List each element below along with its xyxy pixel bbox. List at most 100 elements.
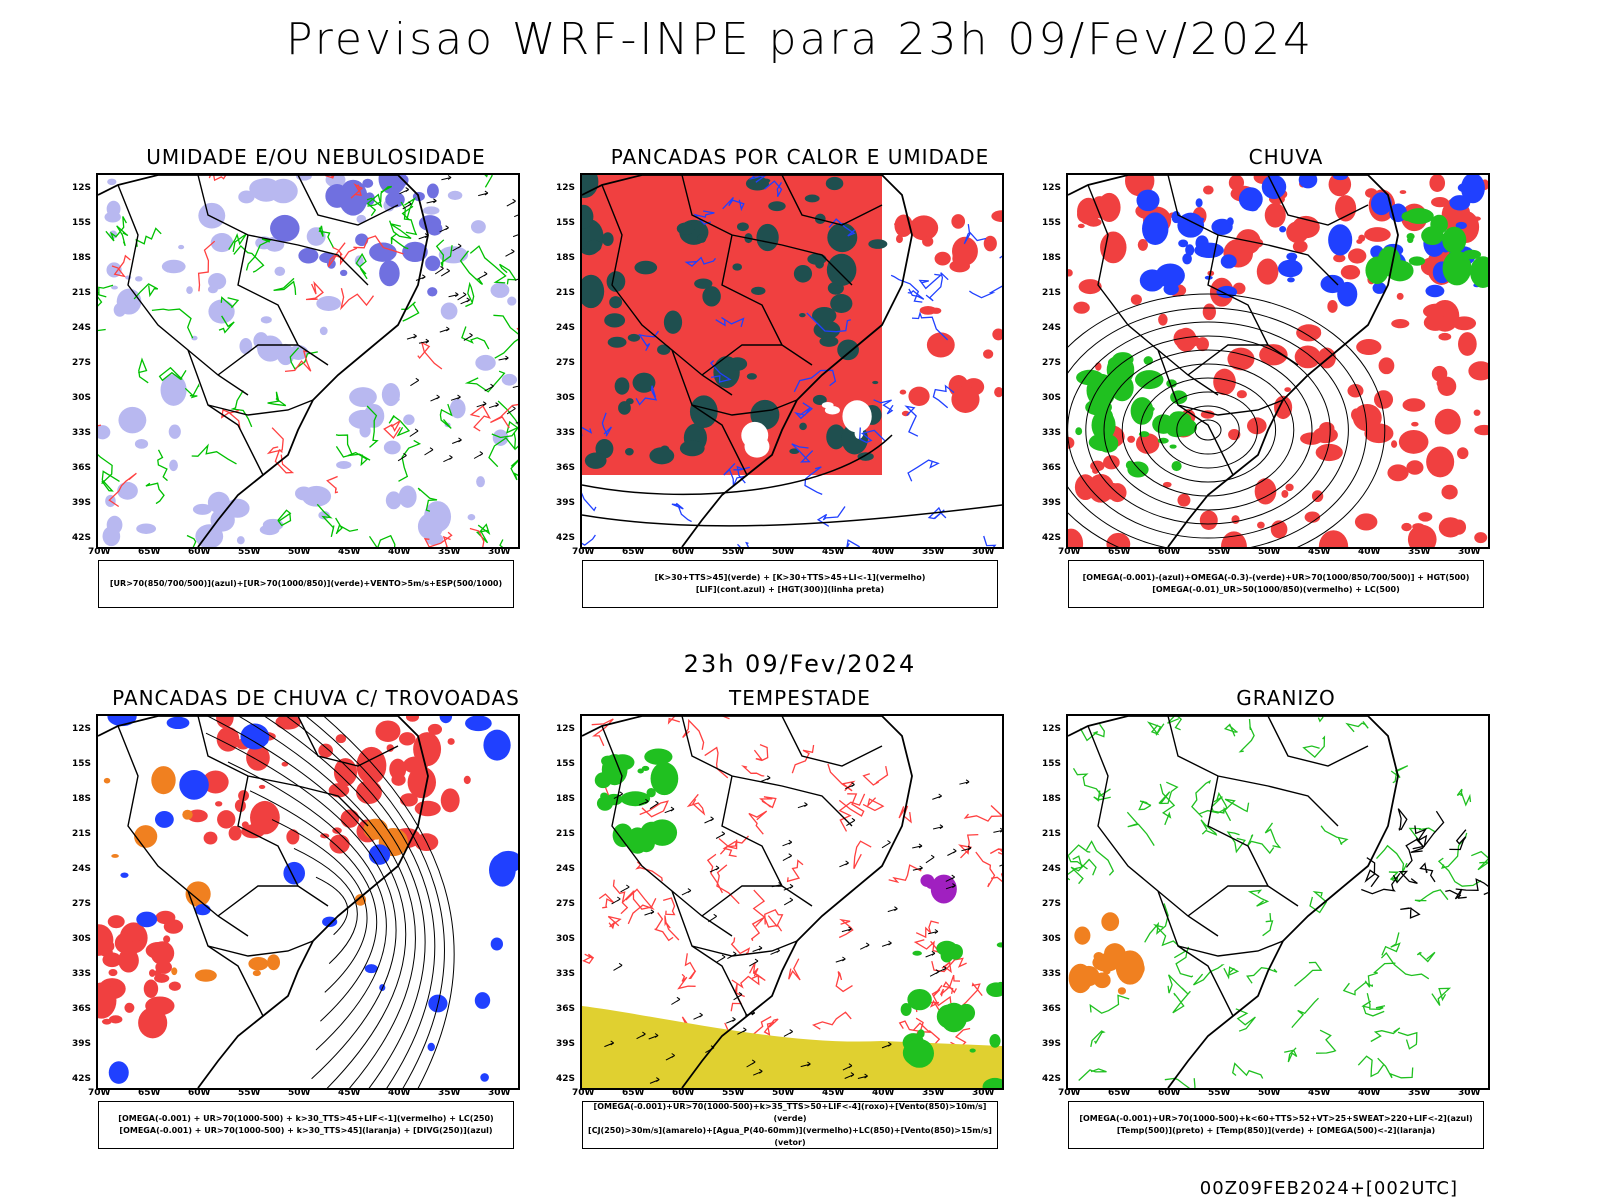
humidity-contour — [289, 347, 318, 370]
convection-fill — [736, 222, 749, 232]
panel-legend: [K>30+TTS>45](verde) + [K>30+TTS>45+LI<-… — [582, 560, 998, 608]
lat-label: 21S — [556, 288, 576, 298]
humidity-contour — [277, 509, 292, 527]
humidity-fill — [168, 424, 181, 439]
lon-label: 50W — [1258, 547, 1281, 557]
humidity-fill — [136, 523, 157, 534]
wind-vector — [620, 884, 630, 893]
water-contour — [625, 888, 655, 925]
omega-strong-fill — [1091, 409, 1116, 441]
lat-label: 15S — [556, 218, 576, 228]
panel-chuva: CHUVA 12S 15S 18S 21S 24S 27S 30S 33S 36S 39S 42S 70… — [1042, 145, 1506, 625]
rain-fill — [1220, 531, 1247, 547]
wind-vector — [473, 451, 484, 459]
lat-label: 15S — [556, 759, 576, 769]
humidity-contour — [493, 314, 518, 359]
humidity-fill — [117, 481, 138, 500]
wind-vector — [945, 874, 955, 882]
humidity-contour — [184, 383, 200, 399]
clear-area — [948, 441, 962, 455]
lon-label: 70W — [88, 1088, 111, 1098]
omega-strong-fill — [1171, 461, 1182, 472]
temp850-contour — [1068, 844, 1091, 870]
humidity-contour — [228, 232, 247, 253]
wind-vector — [881, 840, 891, 849]
convection-fill — [751, 286, 766, 295]
humidity-fill — [476, 476, 485, 488]
panel-legend: [OMEGA(-0.001)+UR>70(1000-500)+k>35_TTS>… — [582, 1101, 998, 1149]
rain-fill — [1406, 460, 1424, 475]
lon-label: 35W — [922, 1088, 945, 1098]
water-contour — [582, 953, 595, 964]
thickness-contour — [284, 350, 312, 373]
storm-fill — [375, 720, 401, 742]
map-frame — [580, 173, 1004, 549]
temp850-contour — [1246, 834, 1275, 855]
lon-label: 60W — [672, 547, 695, 557]
wind-vector — [439, 225, 449, 233]
wind-vector — [760, 775, 771, 782]
temp850-contour — [1284, 1047, 1298, 1063]
humidity-contour — [390, 233, 409, 250]
wind-vector — [932, 824, 944, 830]
instability-fill — [934, 251, 951, 266]
rain-fill — [1438, 332, 1452, 341]
convective-fill — [194, 969, 217, 982]
lat-label: 36S — [72, 463, 92, 473]
streamline — [206, 716, 407, 1088]
lifted-index-contour — [684, 256, 717, 267]
water-contour — [940, 974, 961, 997]
temp850-contour — [1167, 974, 1189, 995]
lat-label: 33S — [556, 969, 576, 979]
wind-vector — [845, 782, 855, 790]
convection-fill — [582, 204, 594, 229]
lat-label: 39S — [556, 1039, 576, 1049]
country-border — [1167, 716, 1339, 827]
omega-fill — [1455, 221, 1467, 230]
wind-vector — [644, 909, 655, 916]
rain-fill — [1095, 362, 1102, 371]
panel-granizo: GRANIZO 12S 15S 18S 21S 24S 27S 30S 33S 36S 39S 42S… — [1042, 686, 1506, 1166]
wind-vector — [749, 958, 759, 967]
convection-fill — [868, 239, 888, 249]
lifted-index-contour — [794, 402, 813, 420]
storm-fill — [463, 775, 471, 785]
storm-fill — [335, 734, 347, 744]
water-contour — [706, 853, 723, 894]
rain-fill — [1333, 254, 1346, 263]
wind-vector — [999, 864, 1002, 867]
wind-vector — [638, 798, 649, 806]
wind-vector — [478, 271, 488, 280]
panel-umidade: UMIDADE E/OU NEBULOSIDADE 12S 15S 18S 21S 24S… — [72, 145, 536, 625]
wind-vector — [752, 945, 763, 952]
country-border — [297, 175, 399, 226]
humidity-contour — [135, 227, 162, 247]
water-contour — [838, 918, 854, 939]
wind-vector — [452, 437, 462, 444]
wind-vector — [746, 1059, 756, 1068]
convection-fill — [857, 452, 874, 461]
storm-fill — [148, 969, 156, 977]
convection-fill — [625, 448, 634, 456]
convection-fill — [756, 223, 779, 252]
country-border — [1177, 399, 1284, 416]
thickness-contour — [423, 531, 453, 547]
lon-label: 70W — [572, 1088, 595, 1098]
water-contour — [664, 915, 680, 941]
storm-fill — [118, 948, 139, 973]
convection-fill — [812, 394, 827, 406]
clear-area — [909, 493, 923, 505]
lat-label: 21S — [72, 829, 92, 839]
convection-fill — [609, 296, 623, 309]
lat-label: 36S — [1042, 463, 1062, 473]
storm-fill — [203, 831, 218, 845]
country-border — [691, 940, 798, 957]
lat-label: 24S — [1042, 864, 1062, 874]
thickness-contour — [516, 327, 518, 330]
humidity-fill — [106, 262, 122, 278]
temp850-contour — [1302, 735, 1326, 759]
temp850-contour — [1222, 798, 1250, 814]
thickness-contour — [324, 175, 335, 179]
instability-fill — [895, 234, 903, 244]
cloud-fill — [362, 178, 374, 188]
